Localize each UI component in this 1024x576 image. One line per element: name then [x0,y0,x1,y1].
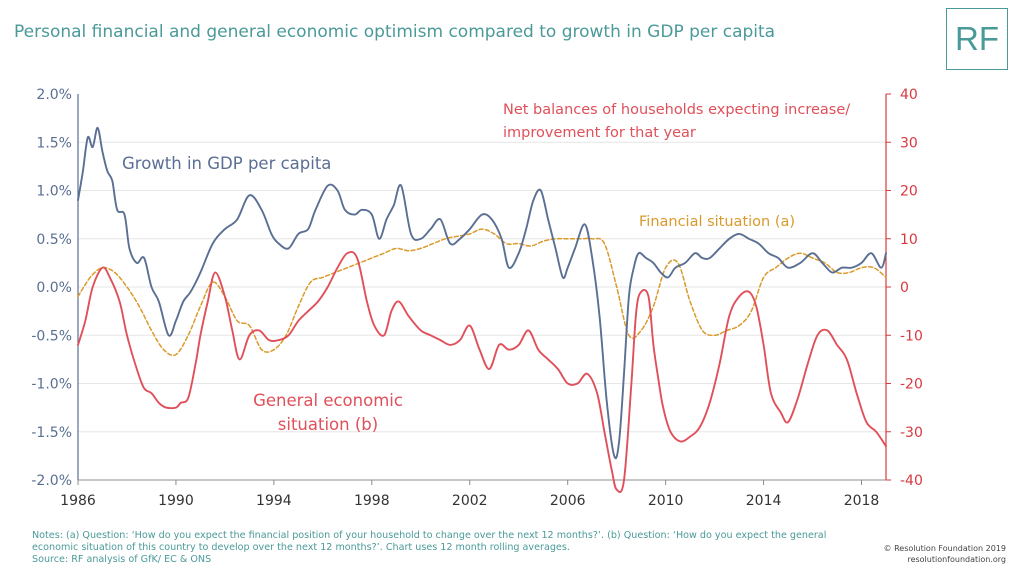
annotation-net-balances-line1: Net balances of households expecting inc… [503,102,850,118]
notes-line: Notes: (a) Question: ‘How do you expect … [32,530,827,541]
x-tick-label: 2006 [550,493,586,509]
y-right-tick-label: -40 [900,473,923,489]
copyright: © Resolution Foundation 2019 resolutionf… [884,544,1006,565]
y-left-tick-label: -1.0% [31,377,72,393]
annotation-general-line2: situation (b) [278,415,378,434]
source-line: Source: RF analysis of GfK/ EC & ONS [32,554,212,566]
x-tick-label: 1986 [60,493,96,509]
gridlines [78,141,886,433]
y-left-tick-label: -1.5% [31,425,72,441]
chart-title: Personal financial and general economic … [14,22,776,42]
notes-line: economic situation of this country to de… [32,542,570,554]
x-tick-label: 1998 [354,493,390,509]
x-tick-label: 2018 [844,493,880,509]
rf-logo: RF [946,8,1008,70]
website-line: resolutionfoundation.org [907,554,1006,564]
y-right-tick-label: -20 [900,377,923,393]
y-right-tick-label: -30 [900,425,923,441]
y-right-tick-label: 30 [900,135,918,151]
x-tick-label: 2010 [648,493,684,509]
y-left-tick-label: 2.0% [36,87,72,103]
annotation-net-balances-line2: improvement for that year [503,125,696,141]
x-tick-label: 2014 [746,493,782,509]
axes: 2.0% 40 1.5% 30 1.0% 20 0.5% 10 0.0% 0 -0.5% -10 -1.… [31,87,923,509]
y-left-tick-label: 0.0% [36,280,72,296]
y-right-tick-label: 20 [900,184,918,200]
copyright-line: © Resolution Foundation 2019 [883,544,1006,553]
y-right-tick-label: 0 [900,280,909,296]
y-left-tick-label: -0.5% [31,328,72,344]
y-right-tick-label: 40 [900,87,918,103]
notes: Notes: (a) Question: ‘How do you expect … [32,530,882,567]
x-tick-label: 1990 [158,493,194,509]
x-tick-label: 2002 [452,493,488,509]
series-line-financial-situation [77,228,887,357]
series-line-general-economic-situation [77,250,887,494]
series-line-gdp-growth [77,126,887,460]
annotation-financial: Financial situation (a) [639,214,795,230]
y-left-tick-label: 0.5% [36,232,72,248]
y-right-tick-label: 10 [900,232,918,248]
y-left-tick-label: -2.0% [31,473,72,489]
y-left-tick-label: 1.5% [36,135,72,151]
y-right-tick-label: -10 [900,328,923,344]
annotations: Growth in GDP per capita Net balances of… [122,102,850,434]
annotation-general-line1: General economic [253,391,403,410]
y-left-tick-label: 1.0% [36,184,72,200]
annotation-gdp: Growth in GDP per capita [122,154,331,173]
x-tick-label: 1994 [256,493,292,509]
series-lines [77,126,887,494]
